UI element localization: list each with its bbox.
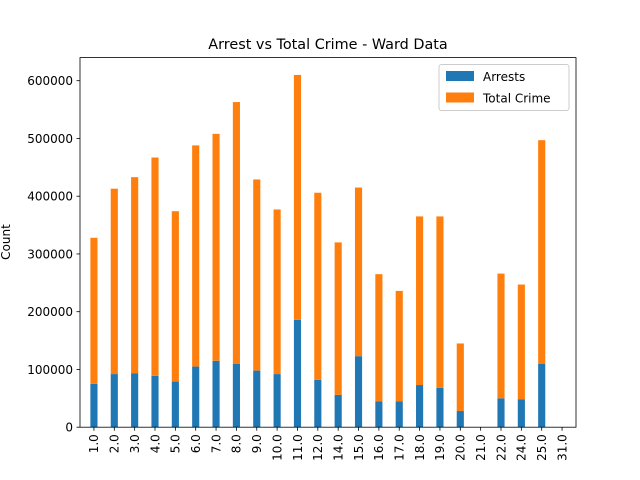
x-tick-label: 16.0 bbox=[372, 434, 386, 461]
x-tick-label: 12.0 bbox=[311, 434, 325, 461]
bar-arrests bbox=[90, 383, 98, 428]
bar-total-crime bbox=[395, 290, 403, 402]
bar-total-crime bbox=[334, 242, 342, 395]
legend-label: Arrests bbox=[483, 70, 525, 84]
x-tick-label: 19.0 bbox=[433, 434, 447, 461]
y-tick-label: 600000 bbox=[27, 74, 73, 88]
bar-total-crime bbox=[497, 273, 505, 399]
bar-arrests bbox=[151, 375, 159, 428]
x-tick-label: 4.0 bbox=[148, 434, 162, 453]
plot-frame bbox=[79, 57, 577, 428]
x-tick-label: 25.0 bbox=[535, 434, 549, 461]
bar-arrests bbox=[232, 363, 240, 428]
y-axis-label: Count bbox=[0, 224, 13, 260]
x-tick-label: 3.0 bbox=[128, 434, 142, 453]
bar-arrests bbox=[538, 363, 546, 428]
x-tick-label: 2.0 bbox=[108, 434, 122, 453]
bar-total-crime bbox=[232, 102, 240, 364]
x-tick-label: 8.0 bbox=[230, 434, 244, 453]
legend-swatch bbox=[446, 92, 474, 103]
x-tick-label: 6.0 bbox=[189, 434, 203, 453]
chart-title: Arrest vs Total Crime - Ward Data bbox=[208, 37, 447, 53]
bar-total-crime bbox=[538, 140, 546, 364]
bar-total-crime bbox=[293, 74, 302, 320]
x-tick-label: 22.0 bbox=[494, 434, 508, 461]
bar-total-crime bbox=[131, 177, 139, 374]
bar-total-crime bbox=[456, 343, 464, 412]
x-tick-label: 18.0 bbox=[413, 434, 427, 461]
bar-arrests bbox=[314, 379, 322, 428]
y-tick-label: 500000 bbox=[27, 132, 73, 146]
bar-total-crime bbox=[253, 179, 261, 371]
bar-total-crime bbox=[212, 133, 220, 361]
x-tick-label: 1.0 bbox=[87, 434, 101, 453]
bar-total-crime bbox=[314, 192, 322, 380]
bar-arrests bbox=[293, 319, 302, 428]
legend-swatch bbox=[446, 71, 474, 81]
bar-arrests bbox=[171, 381, 179, 428]
bar-arrests bbox=[192, 366, 200, 428]
bar-total-crime bbox=[171, 211, 179, 382]
bars-layer bbox=[90, 74, 546, 428]
bar-arrests bbox=[110, 374, 118, 428]
bar-total-crime bbox=[273, 209, 281, 375]
bar-arrests bbox=[517, 399, 525, 428]
y-tick-label: 200000 bbox=[27, 305, 73, 319]
bar-arrests bbox=[436, 387, 444, 428]
bar-total-crime bbox=[192, 145, 200, 367]
x-tick-label: 21.0 bbox=[474, 434, 488, 461]
y-axis: 0 100000 200000 300000 400000 500000 600000 bbox=[27, 74, 80, 435]
bar-total-crime bbox=[436, 216, 444, 388]
x-tick-label: 7.0 bbox=[209, 434, 223, 453]
bar-arrests bbox=[497, 398, 505, 428]
x-tick-label: 5.0 bbox=[169, 434, 183, 453]
bar-arrests bbox=[212, 360, 220, 428]
x-tick-label: 17.0 bbox=[393, 434, 407, 461]
bar-total-crime bbox=[151, 157, 159, 376]
bar-arrests bbox=[416, 385, 424, 428]
x-tick-label: 24.0 bbox=[515, 434, 529, 461]
y-tick-label: 100000 bbox=[27, 363, 73, 377]
bar-arrests bbox=[253, 370, 261, 428]
bar-total-crime bbox=[90, 237, 98, 384]
x-tick-label: 10.0 bbox=[270, 434, 284, 461]
bar-total-crime bbox=[517, 284, 525, 400]
x-axis: 1.0 2.0 3.0 4.0 5.0 6.0 7.0 8.0 9.0 10.0 11.0 12.0 1… bbox=[87, 427, 569, 461]
bar-arrests bbox=[456, 411, 464, 428]
bar-arrests bbox=[375, 401, 383, 428]
legend: Arrests Total Crime bbox=[438, 64, 570, 111]
y-tick-label: 0 bbox=[65, 421, 73, 435]
bar-arrests bbox=[131, 373, 139, 428]
x-tick-label: 15.0 bbox=[352, 434, 366, 461]
x-tick-label: 20.0 bbox=[454, 434, 468, 461]
bar-total-crime bbox=[354, 187, 363, 357]
y-tick-label: 300000 bbox=[27, 247, 73, 261]
y-tick-label: 400000 bbox=[27, 190, 73, 204]
bar-total-crime bbox=[416, 216, 424, 386]
bar-arrests bbox=[395, 401, 403, 428]
bar-total-crime bbox=[110, 188, 118, 375]
bar-arrests bbox=[334, 394, 342, 428]
bar-total-crime bbox=[375, 274, 383, 402]
x-tick-label: 11.0 bbox=[291, 434, 305, 461]
x-tick-label: 14.0 bbox=[331, 434, 345, 461]
x-tick-label: 9.0 bbox=[250, 434, 264, 453]
x-tick-label: 31.0 bbox=[555, 434, 569, 461]
bar-arrests bbox=[273, 374, 281, 428]
bar-arrests bbox=[354, 356, 363, 428]
legend-label: Total Crime bbox=[482, 92, 551, 106]
